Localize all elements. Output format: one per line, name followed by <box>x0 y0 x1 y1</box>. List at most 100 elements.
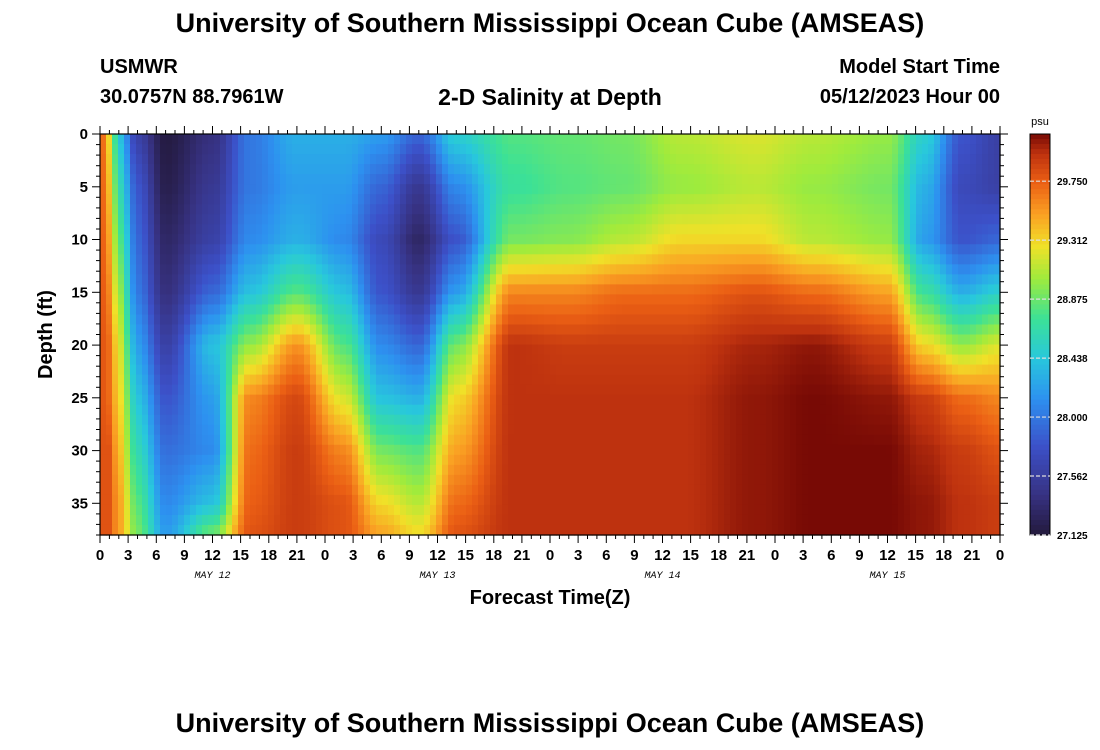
heatmap-cell <box>190 134 197 145</box>
heatmap-cell <box>718 164 725 175</box>
heatmap-cell <box>250 444 257 456</box>
heatmap-cell <box>130 434 137 446</box>
heatmap-cell <box>676 204 683 215</box>
heatmap-cell <box>718 444 725 456</box>
heatmap-cell <box>772 384 779 396</box>
heatmap-cell <box>544 484 551 496</box>
heatmap-cell <box>430 444 437 456</box>
heatmap-cell <box>334 244 341 255</box>
heatmap-cell <box>724 304 731 316</box>
heatmap-cell <box>484 224 491 235</box>
heatmap-cell <box>844 344 851 356</box>
heatmap-cell <box>124 284 131 296</box>
heatmap-cell <box>544 464 551 476</box>
heatmap-cell <box>460 514 467 526</box>
heatmap-cell <box>592 494 599 506</box>
heatmap-cell <box>316 334 323 346</box>
heatmap-cell <box>112 374 119 386</box>
heatmap-cell <box>550 344 557 356</box>
heatmap-cell <box>700 164 707 175</box>
heatmap-cell <box>184 214 191 225</box>
heatmap-cell <box>460 284 467 296</box>
heatmap-cell <box>298 344 305 356</box>
heatmap-cell <box>778 234 785 245</box>
heatmap-cell <box>256 314 263 326</box>
heatmap-cell <box>664 464 671 476</box>
heatmap-cell <box>226 214 233 225</box>
heatmap-cell <box>550 164 557 175</box>
heatmap-cell <box>190 414 197 426</box>
heatmap-cell <box>112 474 119 486</box>
heatmap-cell <box>148 344 155 356</box>
heatmap-cell <box>826 174 833 185</box>
heatmap-cell <box>124 244 131 255</box>
heatmap-cell <box>250 394 257 406</box>
heatmap-cell <box>592 424 599 436</box>
heatmap-cell <box>424 384 431 396</box>
heatmap-cell <box>634 404 641 416</box>
heatmap-cell <box>748 134 755 145</box>
heatmap-cell <box>844 354 851 366</box>
heatmap-cell <box>466 264 473 275</box>
heatmap-cell <box>238 184 245 195</box>
heatmap-cell <box>100 284 107 296</box>
heatmap-cell <box>526 344 533 356</box>
heatmap-cell <box>238 444 245 456</box>
heatmap-cell <box>100 404 107 416</box>
heatmap-cell <box>358 214 365 225</box>
heatmap-cell <box>562 524 569 536</box>
heatmap-cell <box>466 494 473 506</box>
heatmap-cell <box>370 234 377 245</box>
heatmap-cell <box>814 404 821 416</box>
heatmap-cell <box>832 464 839 476</box>
heatmap-cell <box>496 504 503 516</box>
heatmap-cell <box>190 234 197 245</box>
heatmap-cell <box>508 234 515 245</box>
heatmap-cell <box>652 434 659 446</box>
heatmap-cell <box>406 394 413 406</box>
heatmap-cell <box>376 144 383 155</box>
heatmap-cell <box>328 394 335 406</box>
heatmap-cell <box>832 174 839 185</box>
heatmap-cell <box>466 404 473 416</box>
heatmap-cell <box>736 484 743 496</box>
heatmap-cell <box>268 404 275 416</box>
heatmap-cell <box>118 444 125 456</box>
heatmap-cell <box>820 164 827 175</box>
heatmap-cell <box>424 414 431 426</box>
heatmap-cell <box>118 414 125 426</box>
heatmap-cell <box>652 444 659 456</box>
heatmap-cell <box>496 154 503 165</box>
heatmap-cell <box>178 484 185 496</box>
heatmap-cell <box>136 404 143 416</box>
heatmap-cell <box>712 384 719 396</box>
heatmap-cell <box>412 494 419 506</box>
heatmap-cell <box>376 454 383 466</box>
heatmap-cell <box>778 464 785 476</box>
heatmap-cell <box>244 384 251 396</box>
heatmap-cell <box>700 214 707 225</box>
heatmap-cell <box>376 504 383 516</box>
heatmap-cell <box>232 364 239 376</box>
heatmap-cell <box>484 514 491 526</box>
heatmap-cell <box>520 414 527 426</box>
heatmap-cell <box>712 184 719 195</box>
heatmap-cell <box>220 414 227 426</box>
heatmap-cell <box>472 474 479 486</box>
heatmap-cell <box>304 454 311 466</box>
heatmap-cell <box>796 254 803 265</box>
heatmap-cell <box>214 424 221 436</box>
heatmap-cell <box>208 154 215 165</box>
heatmap-cell <box>514 424 521 436</box>
heatmap-cell <box>376 184 383 195</box>
heatmap-cell <box>592 194 599 205</box>
heatmap-cell <box>580 514 587 526</box>
heatmap-cell <box>508 154 515 165</box>
heatmap-cell <box>772 374 779 386</box>
heatmap-cell <box>184 424 191 436</box>
heatmap-cell <box>688 324 695 336</box>
heatmap-cell <box>340 294 347 306</box>
heatmap-cell <box>382 514 389 526</box>
heatmap-cell <box>442 414 449 426</box>
heatmap-cell <box>256 144 263 155</box>
